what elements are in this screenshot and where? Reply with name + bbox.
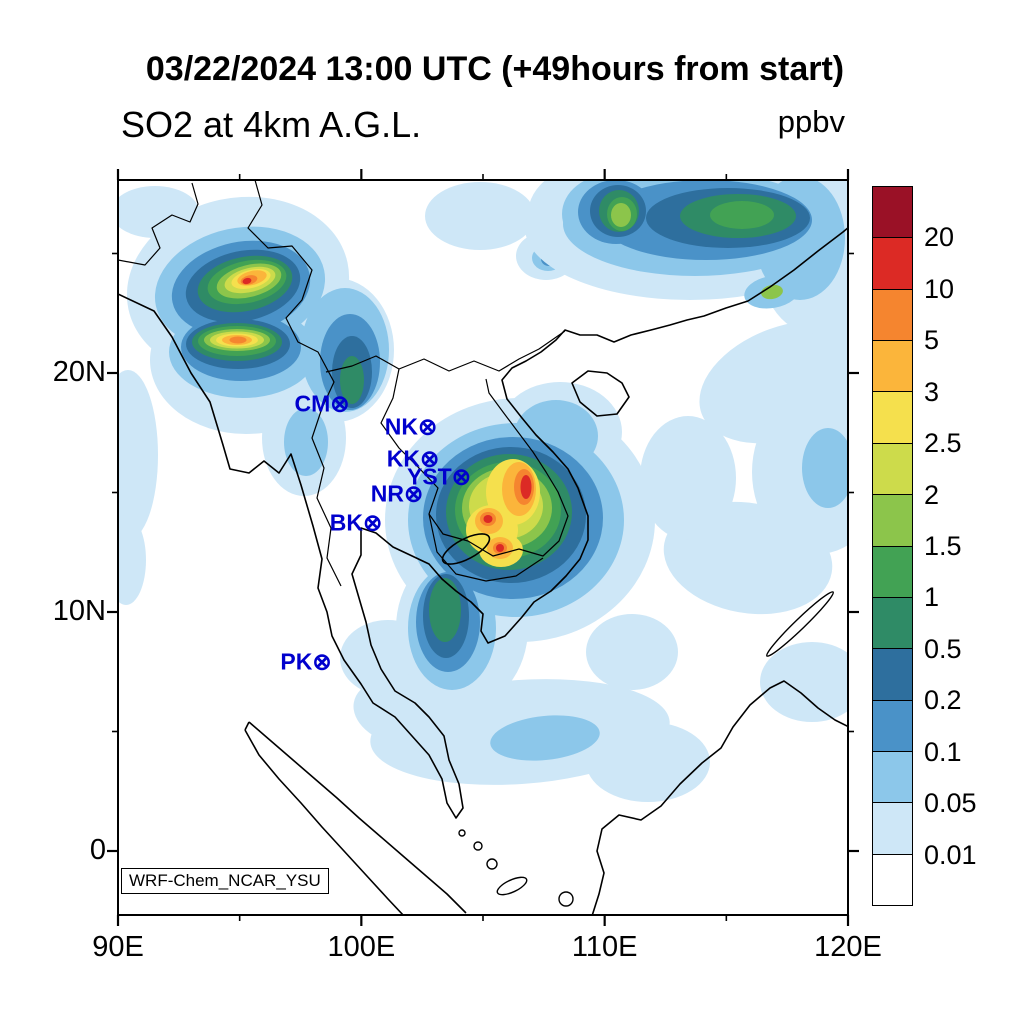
colorbar-segment (873, 751, 912, 804)
model-label-box: WRF-Chem_NCAR_YSU (121, 868, 329, 894)
station-label-pk: PK⊗ (280, 648, 332, 675)
y-tick-label: 0 (89, 834, 106, 866)
colorbar-level-label: 10 (924, 273, 955, 304)
colorbar-segment (873, 495, 912, 547)
x-tick-label: 100E (327, 931, 396, 963)
units-label: ppbv (777, 104, 845, 139)
station-label-nr: NR⊗ (370, 480, 424, 507)
so2-plume-myanmar (126, 196, 394, 496)
colorbar-segment (873, 649, 912, 701)
colorbar-level-label: 20 (924, 222, 955, 253)
y-tick-label: 20N (52, 356, 106, 388)
variable-title: SO2 at 4km A.G.L. (121, 104, 422, 145)
colorbar-segment (873, 238, 912, 290)
hainan-island (571, 370, 630, 417)
sumatra-ne-coast (248, 721, 467, 914)
colorbar-segment (873, 341, 912, 393)
x-tick-label: 110E (571, 931, 638, 963)
coastlines (118, 226, 848, 915)
page-title: 03/22/2024 13:00 UTC (+49hours from star… (145, 50, 845, 88)
colorbar-segment (873, 700, 912, 752)
so2-plume-south-china (525, 180, 848, 370)
y-tick-label: 10N (52, 595, 106, 627)
colorbar-segment (873, 289, 912, 342)
station-label-yst: YST⊗ (406, 463, 472, 490)
colorbar-segment (873, 443, 912, 496)
colorbar-level-label: 0.05 (924, 788, 977, 819)
colorbar-level-label: 0.1 (924, 736, 962, 767)
colorbar-level-label: 0.01 (924, 839, 977, 870)
colorbar-level-label: 1 (924, 582, 940, 613)
colorbar-level-label: 1.5 (924, 531, 962, 561)
colorbar-segment (873, 854, 912, 906)
country-borders (118, 180, 569, 587)
station-label-nk: NK⊗ (384, 413, 438, 440)
colorbar-segment (873, 597, 912, 650)
colorbar (872, 186, 913, 906)
so2-plume-indochina (385, 382, 655, 720)
palawan-island (766, 591, 834, 657)
x-tick-label: 120E (814, 931, 882, 963)
colorbar-level-label: 2.5 (924, 428, 962, 459)
station-label-cm: CM⊗ (294, 390, 350, 417)
colorbar-level-label: 2 (924, 479, 940, 510)
sumatra-sw-coast (244, 729, 405, 915)
x-tick-label: 90E (92, 931, 144, 963)
station-label-kk: KK⊗ (386, 445, 440, 472)
colorbar-segment (873, 546, 912, 598)
axis-ticks (107, 169, 859, 926)
so2-low-concentration-fields (118, 182, 848, 802)
colorbar-segment (873, 187, 912, 239)
colorbar-level-label: 0.5 (924, 633, 962, 664)
colorbar-segment (873, 392, 912, 444)
colorbar-level-label: 5 (924, 325, 940, 356)
tonle-sap-lake (441, 533, 491, 565)
colorbar-level-label: 0.2 (924, 685, 962, 716)
colorbar-level-label: 3 (924, 376, 940, 407)
station-label-bk: BK⊗ (329, 509, 383, 536)
borneo-coast (591, 680, 848, 915)
colorbar-segment (873, 803, 912, 855)
